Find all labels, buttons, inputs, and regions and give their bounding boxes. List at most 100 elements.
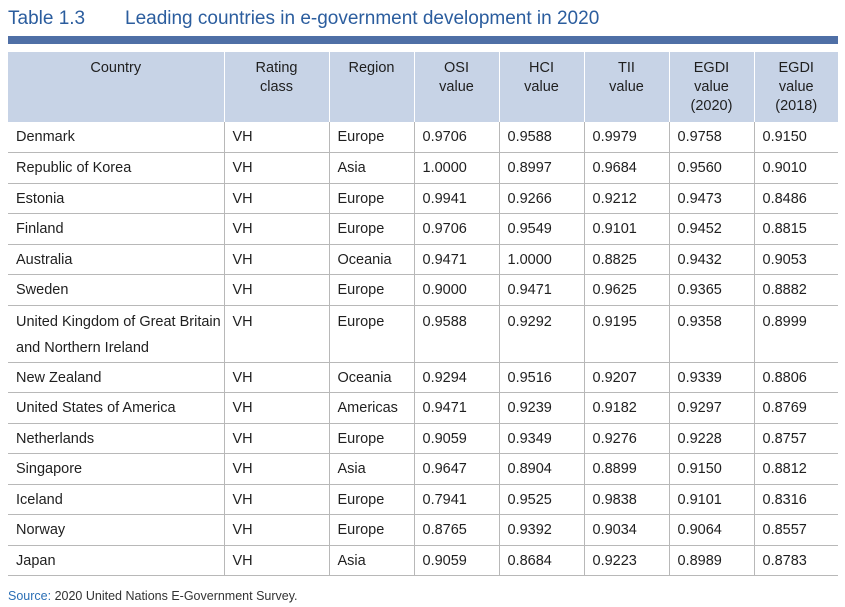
cell-hci-value: 1.0000 xyxy=(499,244,585,275)
cell-rating-class: VH xyxy=(224,244,330,275)
source-label: Source: xyxy=(8,589,52,603)
cell-rating-class: VH xyxy=(224,362,330,393)
table-row: Republic of Korea VH Asia 1.0000 0.8997 0.968… xyxy=(8,152,838,184)
cell-osi-value: 0.9706 xyxy=(414,213,500,245)
cell-egdi-2018: 0.8557 xyxy=(754,514,838,546)
cell-country: United Kingdom of Great Britain and Nort… xyxy=(8,305,225,363)
column-header-rating-class: Rating class xyxy=(224,52,330,122)
cell-rating-class: VH xyxy=(224,122,330,153)
column-header-tii-value: TII value xyxy=(584,52,670,122)
cell-egdi-2018: 0.9010 xyxy=(754,152,838,184)
cell-region: Asia xyxy=(329,545,415,576)
table-row: New Zealand VH Oceania 0.9294 0.9516 0.9207 0.… xyxy=(8,362,838,393)
table-row: Finland VH Europe 0.9706 0.9549 0.9101 0.9452 0… xyxy=(8,213,838,245)
cell-region: Europe xyxy=(329,484,415,515)
cell-country: Estonia xyxy=(8,183,225,214)
cell-hci-value: 0.8684 xyxy=(499,545,585,576)
cell-tii-value: 0.9182 xyxy=(584,392,670,424)
table-row: United States of America VH Americas 0.9471… xyxy=(8,392,838,424)
cell-region: Oceania xyxy=(329,362,415,393)
cell-country: Republic of Korea xyxy=(8,152,225,184)
table-row: Singapore VH Asia 0.9647 0.8904 0.8899 0.9150 0… xyxy=(8,453,838,485)
cell-country: Japan xyxy=(8,545,225,576)
cell-region: Americas xyxy=(329,392,415,424)
table-body: Denmark VH Europe 0.9706 0.9588 0.9979 0.9758 0… xyxy=(8,122,838,576)
cell-osi-value: 0.9471 xyxy=(414,392,500,424)
cell-egdi-2020: 0.9758 xyxy=(669,122,755,153)
column-header-line: class xyxy=(259,79,294,95)
cell-region: Europe xyxy=(329,423,415,454)
cell-region: Oceania xyxy=(329,244,415,275)
cell-egdi-2018: 0.8999 xyxy=(754,305,838,363)
cell-hci-value: 0.9588 xyxy=(499,122,585,153)
cell-hci-value: 0.8997 xyxy=(499,152,585,184)
cell-hci-value: 0.9471 xyxy=(499,274,585,306)
column-header-line: EGDI xyxy=(693,60,730,76)
column-header-line: HCI xyxy=(529,60,554,76)
column-header-line: Region xyxy=(348,60,395,76)
column-header-egdi-2020: EGDI value (2020) xyxy=(669,52,755,122)
cell-region: Europe xyxy=(329,183,415,214)
column-header-line: OSI xyxy=(444,60,469,76)
table-title: Table 1.3 Leading countries in e-governm… xyxy=(8,6,599,32)
cell-egdi-2018: 0.8316 xyxy=(754,484,838,515)
cell-osi-value: 0.9059 xyxy=(414,423,500,454)
column-header-line: Country xyxy=(90,60,142,76)
cell-egdi-2018: 0.8882 xyxy=(754,274,838,306)
cell-hci-value: 0.9392 xyxy=(499,514,585,546)
cell-tii-value: 0.9207 xyxy=(584,362,670,393)
cell-egdi-2018: 0.8769 xyxy=(754,392,838,424)
table-caption: Leading countries in e-government develo… xyxy=(125,8,600,29)
column-header-hci-value: HCI value xyxy=(499,52,585,122)
cell-tii-value: 0.9684 xyxy=(584,152,670,184)
cell-rating-class: VH xyxy=(224,183,330,214)
cell-egdi-2018: 0.9053 xyxy=(754,244,838,275)
cell-egdi-2020: 0.9228 xyxy=(669,423,755,454)
cell-osi-value: 1.0000 xyxy=(414,152,500,184)
cell-tii-value: 0.8825 xyxy=(584,244,670,275)
cell-egdi-2020: 0.9432 xyxy=(669,244,755,275)
cell-egdi-2020: 0.9452 xyxy=(669,213,755,245)
cell-egdi-2020: 0.9297 xyxy=(669,392,755,424)
cell-region: Europe xyxy=(329,122,415,153)
egov-table: Country Rating class Region OSI value HCI value… xyxy=(8,52,838,576)
table-row: Denmark VH Europe 0.9706 0.9588 0.9979 0.9758 0… xyxy=(8,122,838,153)
column-header-country: Country xyxy=(8,52,225,122)
cell-rating-class: VH xyxy=(224,305,330,363)
column-header-line: (2020) xyxy=(690,98,733,114)
cell-rating-class: VH xyxy=(224,545,330,576)
cell-tii-value: 0.9101 xyxy=(584,213,670,245)
cell-country: Iceland xyxy=(8,484,225,515)
cell-tii-value: 0.9838 xyxy=(584,484,670,515)
cell-osi-value: 0.9000 xyxy=(414,274,500,306)
column-header-line: value xyxy=(694,79,729,95)
table-row: Iceland VH Europe 0.7941 0.9525 0.9838 0.9101 0… xyxy=(8,484,838,515)
cell-osi-value: 0.9941 xyxy=(414,183,500,214)
cell-egdi-2020: 0.9339 xyxy=(669,362,755,393)
cell-egdi-2020: 0.8989 xyxy=(669,545,755,576)
column-header-line: (2018) xyxy=(775,98,818,114)
column-header-region: Region xyxy=(329,52,415,122)
cell-egdi-2020: 0.9101 xyxy=(669,484,755,515)
cell-country: Denmark xyxy=(8,122,225,153)
table-row: Norway VH Europe 0.8765 0.9392 0.9034 0.9064 0.… xyxy=(8,514,838,546)
cell-rating-class: VH xyxy=(224,274,330,306)
cell-tii-value: 0.9034 xyxy=(584,514,670,546)
cell-egdi-2020: 0.9560 xyxy=(669,152,755,184)
source-note: Source: 2020 United Nations E-Government… xyxy=(8,589,298,603)
column-header-osi-value: OSI value xyxy=(414,52,500,122)
cell-osi-value: 0.9294 xyxy=(414,362,500,393)
cell-hci-value: 0.9292 xyxy=(499,305,585,363)
cell-egdi-2020: 0.9365 xyxy=(669,274,755,306)
cell-country: Norway xyxy=(8,514,225,546)
cell-osi-value: 0.8765 xyxy=(414,514,500,546)
cell-region: Europe xyxy=(329,213,415,245)
table-row: Sweden VH Europe 0.9000 0.9471 0.9625 0.9365 0.… xyxy=(8,274,838,306)
column-header-line: value xyxy=(439,79,474,95)
cell-country: Sweden xyxy=(8,274,225,306)
cell-country: New Zealand xyxy=(8,362,225,393)
table-number: Table 1.3 xyxy=(8,8,86,29)
cell-egdi-2018: 0.8486 xyxy=(754,183,838,214)
column-header-line: value xyxy=(524,79,559,95)
cell-egdi-2018: 0.8783 xyxy=(754,545,838,576)
